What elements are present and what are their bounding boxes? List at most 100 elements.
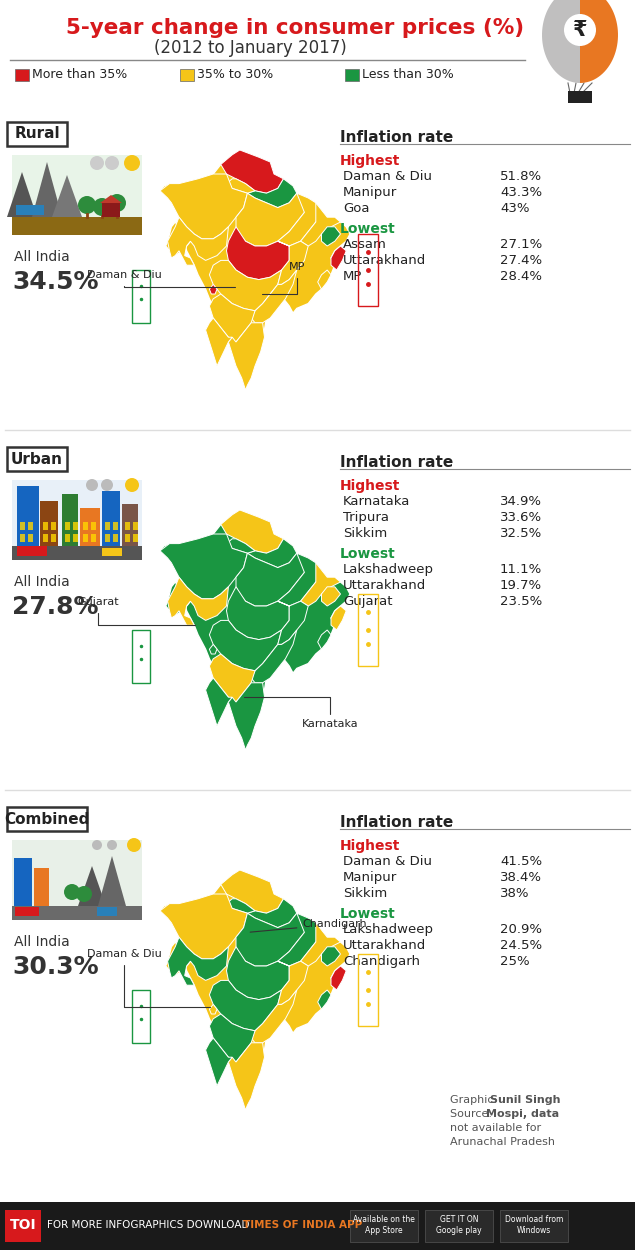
Text: Uttarakhand: Uttarakhand [343, 254, 426, 268]
Polygon shape [236, 194, 308, 246]
Circle shape [78, 196, 96, 214]
Polygon shape [277, 241, 308, 285]
Polygon shape [160, 150, 350, 390]
Polygon shape [318, 990, 331, 1009]
FancyBboxPatch shape [7, 448, 67, 471]
Polygon shape [321, 586, 340, 606]
Circle shape [93, 198, 111, 216]
Circle shape [92, 840, 102, 850]
Bar [350, 1210, 418, 1242]
Polygon shape [227, 899, 255, 914]
Circle shape [76, 886, 92, 902]
Text: 23.5%: 23.5% [500, 595, 542, 608]
Bar [20, 522, 25, 530]
Polygon shape [206, 318, 232, 366]
Bar [12, 546, 142, 560]
Text: 19.7%: 19.7% [500, 579, 542, 592]
Bar [17, 546, 47, 556]
Text: Manipur: Manipur [343, 871, 398, 884]
Circle shape [127, 838, 141, 852]
Text: Daman & Diu: Daman & Diu [343, 170, 432, 182]
Text: 5-year change in consumer prices (%): 5-year change in consumer prices (%) [66, 18, 524, 38]
Polygon shape [160, 510, 350, 750]
Text: More than 35%: More than 35% [32, 69, 127, 81]
Polygon shape [206, 1038, 232, 1086]
Bar [358, 594, 378, 666]
Polygon shape [229, 682, 265, 750]
Circle shape [101, 479, 113, 491]
FancyBboxPatch shape [7, 122, 67, 146]
Text: 38%: 38% [500, 888, 530, 900]
Text: 24.5%: 24.5% [500, 939, 542, 952]
Polygon shape [227, 179, 255, 194]
Bar [102, 202, 120, 217]
Text: Highest: Highest [340, 154, 401, 168]
Text: Chandigarh: Chandigarh [250, 920, 367, 932]
Text: TOI: TOI [10, 1218, 36, 1232]
Text: 34.5%: 34.5% [12, 270, 98, 294]
Text: Goa: Goa [343, 202, 370, 215]
Text: 33.6%: 33.6% [500, 511, 542, 524]
Polygon shape [160, 174, 248, 239]
Polygon shape [210, 294, 255, 343]
Polygon shape [277, 601, 308, 645]
Text: Arunachal Pradesh: Arunachal Pradesh [450, 1138, 555, 1148]
Text: 34.9%: 34.9% [500, 495, 542, 508]
Text: 27.8%: 27.8% [12, 595, 98, 619]
Polygon shape [210, 1014, 255, 1062]
Text: Sikkim: Sikkim [343, 528, 387, 540]
Text: 43.3%: 43.3% [500, 186, 542, 199]
Bar [65, 522, 70, 530]
Polygon shape [251, 990, 297, 1042]
Polygon shape [78, 866, 106, 906]
Polygon shape [206, 678, 232, 726]
Bar [97, 908, 117, 916]
Polygon shape [98, 856, 126, 906]
Text: 51.8%: 51.8% [500, 170, 542, 182]
Polygon shape [168, 217, 229, 265]
Text: Inflation rate: Inflation rate [340, 455, 453, 470]
Polygon shape [229, 1042, 265, 1110]
Bar [40, 501, 58, 546]
Text: Lowest: Lowest [340, 222, 396, 236]
Text: 27.4%: 27.4% [500, 254, 542, 268]
Text: 35% to 30%: 35% to 30% [197, 69, 273, 81]
Polygon shape [168, 578, 229, 625]
Bar [73, 522, 78, 530]
Polygon shape [277, 961, 308, 1005]
Text: 25%: 25% [500, 955, 530, 968]
Polygon shape [227, 539, 255, 554]
Polygon shape [248, 899, 297, 928]
Bar [12, 217, 142, 235]
Text: All India: All India [14, 575, 70, 589]
Polygon shape [229, 322, 265, 390]
Polygon shape [300, 202, 340, 246]
Circle shape [124, 155, 140, 171]
Text: 28.4%: 28.4% [500, 270, 542, 282]
Text: 20.9%: 20.9% [500, 922, 542, 936]
Text: Highest: Highest [340, 839, 401, 852]
Polygon shape [221, 150, 283, 194]
Bar [105, 534, 110, 542]
Bar [122, 504, 138, 546]
Text: Gujarat: Gujarat [343, 595, 392, 608]
Polygon shape [210, 260, 281, 311]
Bar [125, 534, 130, 542]
Text: not available for: not available for [450, 1122, 541, 1132]
Text: MP: MP [343, 270, 363, 282]
Bar [17, 486, 39, 546]
Text: GET IT ON
Google play: GET IT ON Google play [436, 1215, 482, 1235]
Bar [91, 522, 96, 530]
Bar [80, 508, 100, 546]
Circle shape [108, 194, 126, 213]
Text: Inflation rate: Inflation rate [340, 815, 453, 830]
Polygon shape [236, 554, 308, 606]
Circle shape [125, 478, 139, 492]
Polygon shape [32, 162, 62, 217]
Polygon shape [251, 270, 297, 322]
Bar [15, 908, 39, 916]
Text: Lowest: Lowest [340, 548, 396, 561]
Bar [28, 522, 33, 530]
Text: Sikkim: Sikkim [343, 888, 387, 900]
Polygon shape [321, 226, 340, 246]
